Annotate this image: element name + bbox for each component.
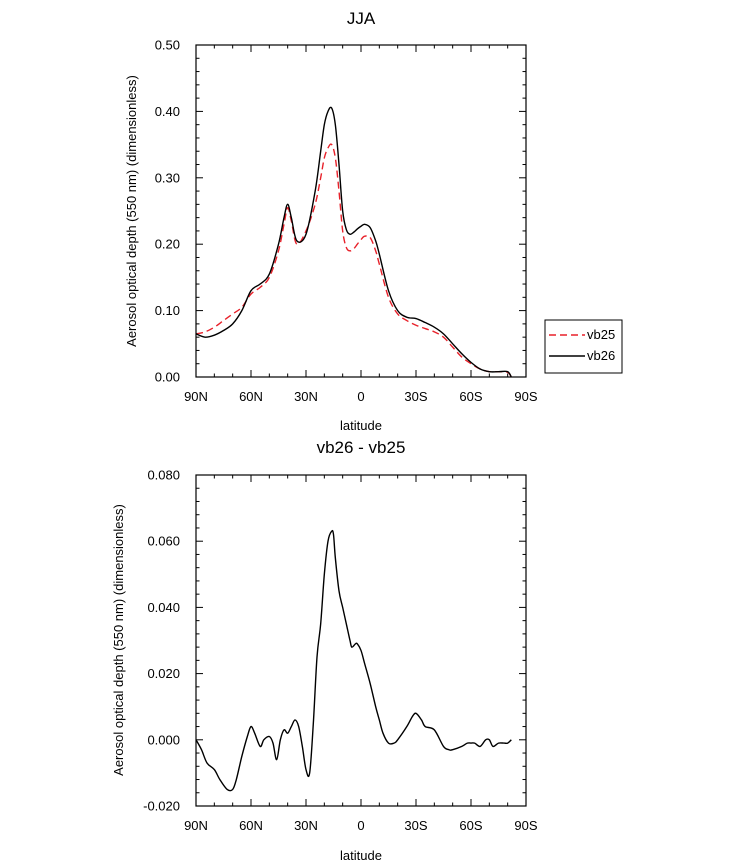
top-x-tick-label: 60S	[459, 389, 482, 404]
top-series-line-vb26	[195, 106, 512, 378]
top-x-tick-label: 30S	[404, 389, 427, 404]
top-x-tick-label: 90N	[184, 389, 208, 404]
bottom-chart-frame	[195, 474, 527, 807]
bottom-x-tick-label: 90N	[184, 818, 208, 833]
bottom-x-tick-label: 60S	[459, 818, 482, 833]
legend-label-vb26: vb26	[587, 348, 615, 363]
legend: vb25 vb26	[544, 319, 623, 374]
bottom-y-tick-label: 0.080	[147, 468, 180, 483]
top-chart-frame	[195, 44, 527, 378]
top-y-tick-label: 0.30	[155, 170, 180, 185]
bottom-y-tick-label: 0.040	[147, 600, 180, 615]
top-x-tick-label: 30N	[294, 389, 318, 404]
bottom-series-line	[195, 529, 512, 792]
top-y-tick-label: 0.40	[155, 104, 180, 119]
bottom-x-tick-label: 0	[357, 818, 364, 833]
top-y-tick-label: 0.20	[155, 237, 180, 252]
legend-label-vb25: vb25	[587, 327, 615, 342]
bottom-x-tick-label: 60N	[239, 818, 263, 833]
bottom-y-tick-label: 0.060	[147, 534, 180, 549]
top-x-tick-label: 0	[357, 389, 364, 404]
top-chart-title: JJA	[347, 9, 376, 28]
bottom-chart-title: vb26 - vb25	[317, 438, 406, 457]
bottom-chart-ylabel: Aerosol optical depth (550 nm) (dimensio…	[111, 504, 126, 776]
top-x-tick-label: 60N	[239, 389, 263, 404]
top-x-tick-label: 90S	[514, 389, 537, 404]
legend-box	[544, 319, 623, 374]
top-y-tick-label: 0.10	[155, 303, 180, 318]
bottom-y-tick-label: -0.020	[143, 799, 180, 814]
bottom-x-tick-label: 90S	[514, 818, 537, 833]
top-chart-panel: JJA latitude Aerosol optical depth (550 …	[124, 9, 623, 433]
top-y-tick-label: 0.00	[155, 370, 180, 385]
top-chart-xlabel: latitude	[340, 418, 382, 433]
bottom-y-tick-label: 0.020	[147, 666, 180, 681]
bottom-y-tick-label: 0.000	[147, 732, 180, 747]
bottom-x-tick-label: 30N	[294, 818, 318, 833]
bottom-x-tick-label: 30S	[404, 818, 427, 833]
top-series-line-vb25	[195, 143, 512, 378]
top-y-tick-label: 0.50	[155, 38, 180, 53]
top-chart-ylabel: Aerosol optical depth (550 nm) (dimensio…	[124, 75, 139, 347]
bottom-chart-xlabel: latitude	[340, 848, 382, 863]
bottom-chart-panel: vb26 - vb25 latitude Aerosol optical dep…	[111, 438, 538, 863]
